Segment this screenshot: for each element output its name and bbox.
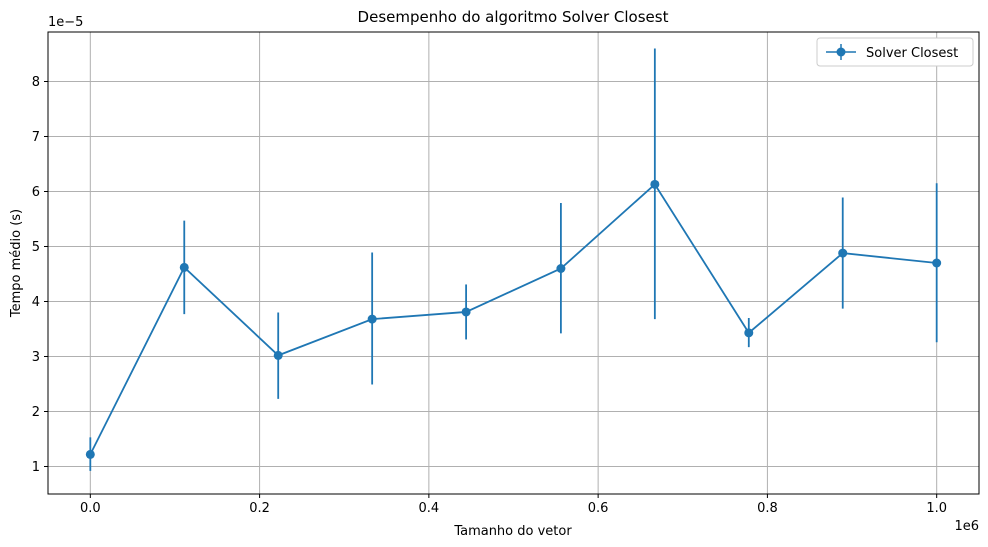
series-line (89, 182, 937, 455)
y-tick-label: 3 (32, 350, 40, 365)
y-tick-label: 5 (32, 240, 40, 255)
y-axis-label: Tempo médio (s) (9, 209, 24, 318)
y-axis: 1 2 3 4 5 6 7 8 (32, 75, 48, 475)
x-tick-label: 0.6 (588, 501, 609, 516)
legend-marker (836, 47, 846, 57)
y-tick-label: 4 (32, 295, 40, 310)
y-tick-label: 8 (32, 75, 40, 90)
grid (48, 32, 979, 494)
x-axis-label: Tamanho do vetor (453, 524, 572, 539)
x-tick-label: 1.0 (926, 501, 947, 516)
x-axis: 0.0 0.2 0.4 0.6 0.8 1.0 (80, 494, 947, 516)
chart-title: Desempenho do algoritmo Solver Closest (358, 8, 669, 26)
x-tick-label: 0.2 (249, 501, 270, 516)
data-point (273, 350, 283, 360)
x-tick-label: 0.0 (80, 501, 101, 516)
legend-label: Solver Closest (866, 46, 958, 61)
y-tick-label: 2 (32, 405, 40, 420)
data-point (179, 262, 189, 272)
series-layer (85, 48, 942, 471)
x-tick-label: 0.8 (757, 501, 778, 516)
y-tick-label: 1 (32, 460, 40, 475)
x-tick-label: 0.4 (419, 501, 440, 516)
x-offset-label: 1e6 (954, 519, 979, 534)
data-point (838, 248, 848, 258)
data-point (367, 314, 377, 324)
y-tick-label: 6 (32, 185, 40, 200)
data-point (650, 179, 660, 189)
legend-box (816, 37, 974, 67)
plot-frame (47, 31, 980, 495)
data-point (932, 258, 942, 268)
data-point (556, 264, 566, 273)
y-tick-label: 7 (32, 130, 40, 145)
legend: Solver Closest (816, 37, 974, 67)
data-point (461, 307, 471, 317)
y-offset-label: 1e−5 (48, 15, 83, 30)
data-point (744, 328, 754, 338)
data-point (85, 449, 95, 459)
